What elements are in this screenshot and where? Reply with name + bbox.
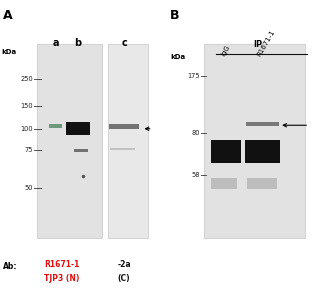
Text: kDa: kDa: [170, 54, 185, 60]
Text: 150: 150: [21, 103, 33, 110]
Text: R1671-1: R1671-1: [256, 28, 276, 57]
Text: a: a: [52, 38, 59, 48]
Bar: [49, 124, 62, 128]
Text: 175: 175: [187, 73, 200, 79]
Text: TJP3 (N): TJP3 (N): [44, 274, 80, 283]
Text: 100: 100: [21, 126, 33, 132]
Bar: [109, 125, 139, 129]
Bar: [37, 44, 102, 238]
Text: (C): (C): [118, 274, 130, 283]
Text: 80: 80: [191, 130, 200, 136]
Bar: [211, 178, 237, 189]
Bar: [246, 122, 279, 126]
Bar: [66, 122, 90, 135]
Text: b: b: [74, 38, 81, 48]
Text: -2a: -2a: [117, 260, 131, 269]
Text: B: B: [170, 9, 180, 22]
Text: kDa: kDa: [2, 49, 17, 55]
Text: Ab:: Ab:: [3, 262, 18, 271]
Bar: [211, 140, 241, 163]
Text: R1671-1: R1671-1: [44, 260, 80, 269]
Bar: [247, 178, 277, 189]
Text: 50: 50: [25, 185, 33, 191]
Bar: [204, 44, 305, 238]
Text: IP: IP: [253, 40, 262, 49]
Text: 58: 58: [191, 172, 200, 178]
Bar: [245, 140, 280, 163]
Text: IgG: IgG: [221, 44, 232, 57]
Text: 75: 75: [25, 147, 33, 153]
Text: A: A: [3, 9, 13, 22]
Text: c: c: [121, 38, 127, 48]
Text: 250: 250: [21, 76, 33, 82]
Bar: [74, 149, 88, 152]
Bar: [108, 44, 148, 238]
Bar: [110, 148, 135, 150]
